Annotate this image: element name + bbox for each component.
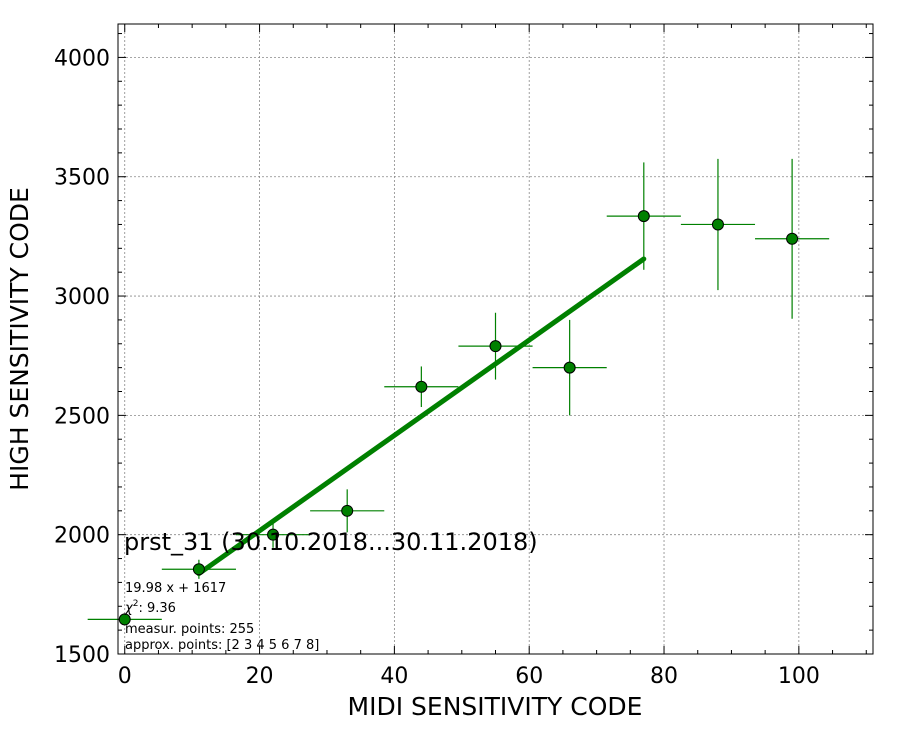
data-point [415,380,428,393]
fit-line [196,256,647,577]
x-tick-label: 20 [246,664,274,689]
annotation-title: prst_31 (30.10.2018...30.11.2018) [124,528,538,556]
data-point [786,232,799,245]
data-point [563,361,576,374]
data-point [489,340,502,353]
plot-frame [117,23,874,655]
annotation-chi2: χ2: 9.36 [124,599,176,616]
chi2-power: 2 [133,599,139,609]
annotation-fit-equation: 19.98 x + 1617 [125,581,226,596]
data-point [711,218,724,231]
x-tick-label: 0 [118,664,132,689]
annotation-measur-points: measur. points: 255 [125,622,254,637]
data-point [192,563,205,576]
minor-ticks [118,24,873,654]
grid [118,24,873,654]
annotation-approx-points: approx. points: [2 3 4 5 6 7 8] [125,638,319,653]
y-tick-label: 3000 [54,285,110,310]
x-tick-label: 100 [778,664,820,689]
y-tick-label: 3500 [54,166,110,191]
y-tick-label: 2000 [54,524,110,549]
data-point [267,528,280,541]
data-points [118,210,799,626]
data-point [341,504,354,517]
y-axis-title: HIGH SENSITIVITY CODE [5,187,34,491]
data-point [118,613,131,626]
x-axis-title: MIDI SENSITIVITY CODE [348,692,643,721]
chi2-symbol: χ [124,601,134,616]
tick-labels: 0 20 40 60 80 100 1500 2000 2500 3000 3500 4000 [54,46,820,689]
x-tick-label: 40 [380,664,408,689]
fit-line-group [196,256,647,577]
x-tick-label: 80 [650,664,678,689]
x-tick-label: 60 [515,664,543,689]
y-tick-label: 4000 [54,46,110,71]
y-tick-label: 1500 [54,643,110,668]
y-tick-label: 2500 [54,404,110,429]
data-point [637,210,650,223]
chi2-value: : 9.36 [138,601,175,616]
